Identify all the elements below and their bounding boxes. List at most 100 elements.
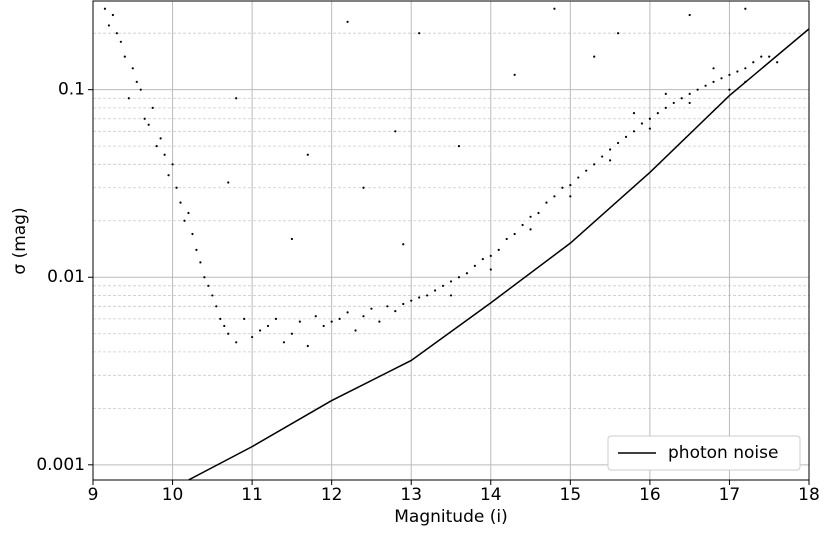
point: [688, 101, 691, 105]
point: [179, 201, 182, 204]
x-tick-label: 15: [560, 485, 582, 505]
point: [744, 7, 747, 10]
point: [131, 67, 134, 70]
point: [139, 88, 142, 91]
point: [489, 268, 492, 271]
point: [258, 329, 262, 332]
point: [704, 84, 707, 87]
x-tick-label: 10: [162, 485, 184, 505]
point: [338, 317, 341, 320]
point: [171, 163, 174, 166]
legend-box: [607, 435, 801, 471]
point: [632, 130, 636, 133]
point: [513, 73, 516, 76]
x-tick-label: 9: [88, 485, 99, 505]
point: [616, 141, 620, 145]
point: [330, 320, 333, 323]
point: [119, 40, 122, 43]
point: [274, 317, 278, 320]
point: [712, 80, 715, 84]
point: [497, 248, 500, 251]
x-tick-label: 17: [719, 485, 741, 505]
point: [616, 32, 620, 35]
point: [223, 324, 226, 328]
point: [441, 284, 445, 287]
point: [354, 329, 357, 332]
point: [640, 122, 644, 125]
point: [473, 264, 476, 267]
point: [314, 315, 317, 318]
point: [609, 148, 612, 151]
point: [290, 332, 293, 335]
point: [648, 117, 651, 120]
point: [143, 117, 146, 120]
point: [672, 101, 675, 105]
point: [648, 127, 651, 130]
point: [449, 280, 453, 283]
point: [537, 211, 540, 215]
point: [728, 73, 731, 76]
point: [585, 169, 588, 172]
point: [457, 276, 461, 279]
point: [107, 24, 111, 27]
point: [593, 55, 596, 58]
point: [776, 61, 779, 64]
x-tick-label: 11: [241, 485, 263, 505]
y-tick-label: 0.01: [47, 267, 85, 287]
point: [624, 135, 628, 139]
point: [481, 257, 484, 261]
point: [282, 341, 286, 344]
point: [402, 302, 405, 306]
point: [632, 112, 636, 115]
point: [728, 88, 731, 91]
point: [553, 195, 556, 198]
point: [465, 272, 469, 275]
point: [569, 183, 572, 187]
point: [609, 159, 612, 162]
point: [251, 335, 254, 339]
point: [306, 344, 309, 348]
point: [418, 296, 421, 299]
point: [688, 92, 691, 95]
point: [760, 55, 763, 58]
point: [207, 284, 210, 287]
point: [243, 317, 246, 320]
x-tick-label: 14: [480, 485, 502, 505]
point: [696, 88, 699, 91]
point: [394, 309, 397, 313]
point: [346, 311, 349, 314]
point: [744, 67, 747, 70]
x-tick-label: 16: [639, 485, 661, 505]
point: [449, 294, 453, 297]
x-axis-label: Magnitude (i): [394, 507, 507, 527]
point: [203, 276, 206, 279]
point: [362, 315, 365, 318]
point: [290, 237, 293, 241]
point: [418, 32, 421, 35]
point: [457, 145, 461, 148]
point: [720, 77, 723, 80]
point: [298, 320, 301, 323]
point: [151, 106, 154, 109]
point: [426, 294, 429, 297]
point: [370, 307, 373, 310]
point: [561, 186, 564, 189]
point: [167, 174, 170, 177]
point: [577, 176, 580, 179]
point: [215, 305, 218, 308]
point: [235, 97, 238, 100]
point: [115, 32, 118, 35]
y-axis-label: σ (mag): [10, 207, 30, 274]
point: [680, 97, 683, 100]
point: [235, 341, 238, 344]
line: [188, 28, 809, 480]
point: [199, 261, 202, 264]
point: [195, 248, 198, 251]
y-tick-label: 0.1: [58, 80, 85, 100]
point: [227, 181, 230, 184]
y-tick-label: 0.001: [36, 455, 85, 475]
point: [593, 163, 596, 166]
point: [664, 106, 667, 109]
point: [175, 186, 178, 189]
point: [191, 232, 194, 236]
